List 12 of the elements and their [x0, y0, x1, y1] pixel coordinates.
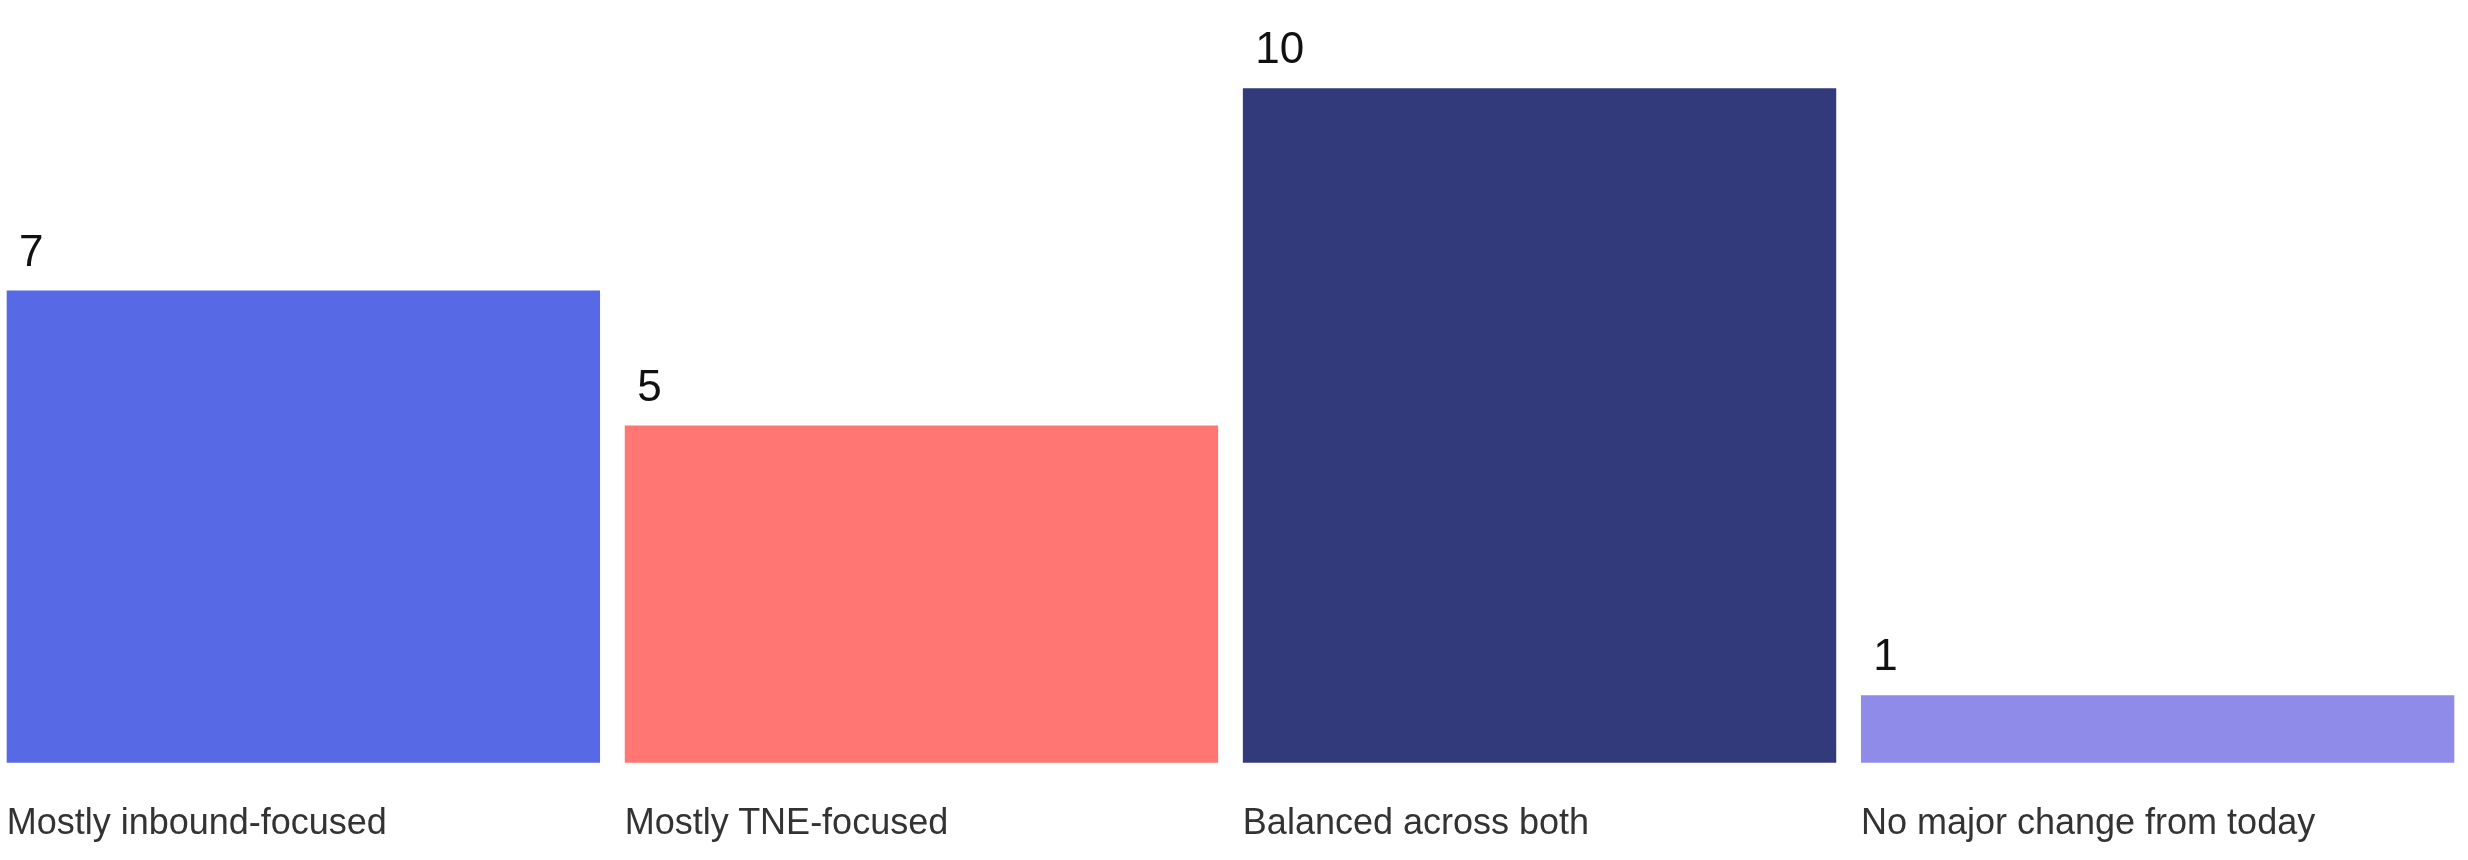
data-label: 5	[637, 360, 662, 410]
bar	[6, 290, 601, 763]
x-tick-label: No major change from today	[1860, 800, 2316, 842]
x-tick-label: Mostly inbound-focused	[6, 800, 387, 842]
data-label: 7	[19, 225, 44, 275]
data-label: 1	[1873, 630, 1898, 680]
x-tick-label: Balanced across both	[1242, 800, 1590, 842]
data-label: 10	[1255, 23, 1305, 73]
bar	[1860, 695, 2455, 763]
bar	[1242, 88, 1837, 763]
bar	[624, 425, 1219, 763]
x-tick-label: Mostly TNE-focused	[624, 800, 949, 842]
